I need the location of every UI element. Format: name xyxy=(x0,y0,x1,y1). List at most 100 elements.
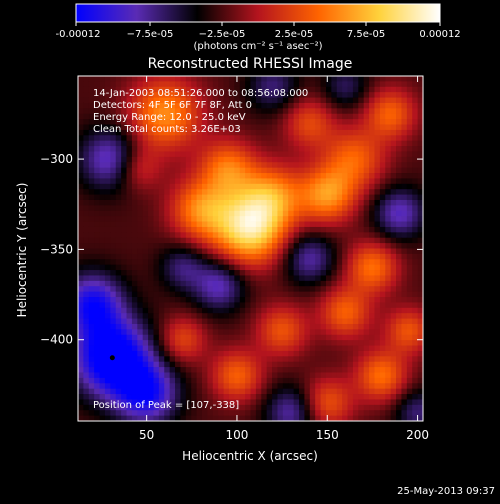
heatmap-cell xyxy=(272,350,278,357)
heatmap-cell xyxy=(234,194,241,201)
heatmap-cell xyxy=(131,199,138,206)
heatmap-cell xyxy=(180,92,187,98)
heatmap-cell xyxy=(153,323,160,330)
heatmap-cell xyxy=(212,210,219,217)
heatmap-cell xyxy=(261,329,268,336)
heatmap-cell xyxy=(390,108,397,115)
heatmap-cell xyxy=(277,259,284,266)
heatmap-cell xyxy=(412,286,419,293)
heatmap-cell xyxy=(158,76,165,82)
heatmap-cell xyxy=(131,97,138,104)
heatmap-cell xyxy=(412,399,419,406)
heatmap-cell xyxy=(164,210,171,217)
heatmap-cell xyxy=(223,173,230,179)
heatmap-cell xyxy=(385,237,392,244)
heatmap-cell xyxy=(347,361,354,368)
heatmap-cell xyxy=(196,286,203,293)
heatmap-cell xyxy=(261,199,268,206)
heatmap-cell xyxy=(417,394,424,400)
heatmap-cell xyxy=(78,124,84,131)
heatmap-cell xyxy=(374,399,381,406)
heatmap-cell xyxy=(218,81,224,88)
heatmap-cell xyxy=(401,323,408,330)
heatmap-cell xyxy=(175,394,181,400)
heatmap-cell xyxy=(218,264,224,271)
heatmap-cell xyxy=(148,102,154,109)
heatmap-cell xyxy=(180,76,187,82)
heatmap-cell xyxy=(131,307,138,314)
heatmap-cell xyxy=(99,167,106,174)
heatmap-cell xyxy=(255,189,262,195)
heatmap-cell xyxy=(110,291,117,298)
heatmap-cell xyxy=(239,173,246,179)
heatmap-cell xyxy=(250,259,257,266)
heatmap-cell xyxy=(207,243,214,249)
heatmap-cell xyxy=(379,146,386,152)
heatmap-cell xyxy=(239,237,246,244)
heatmap-cell xyxy=(288,280,295,287)
heatmap-cell xyxy=(185,221,192,228)
heatmap-cell xyxy=(315,415,321,422)
heatmap-cell xyxy=(228,129,235,136)
heatmap-cell xyxy=(272,340,278,346)
heatmap-cell xyxy=(78,388,84,395)
heatmap-cell xyxy=(137,108,144,115)
heatmap-cell xyxy=(379,173,386,179)
heatmap-cell xyxy=(266,248,273,255)
heatmap-cell xyxy=(320,280,327,287)
heatmap-cell xyxy=(104,323,111,330)
heatmap-cell xyxy=(406,167,413,174)
heatmap-cell xyxy=(406,178,413,185)
heatmap-cell xyxy=(315,92,321,98)
heatmap-cell xyxy=(88,259,95,266)
heatmap-cell xyxy=(288,81,295,88)
heatmap-cell xyxy=(223,318,230,325)
heatmap-cell xyxy=(175,291,181,298)
heatmap-cell xyxy=(336,334,343,341)
heatmap-cell xyxy=(379,140,386,147)
heatmap-cell xyxy=(325,81,332,88)
heatmap-cell xyxy=(250,399,257,406)
heatmap-cell xyxy=(282,345,289,352)
heatmap-cell xyxy=(99,259,106,266)
heatmap-cell xyxy=(185,124,192,131)
heatmap-cell xyxy=(78,129,84,136)
heatmap-cell xyxy=(126,253,133,260)
heatmap-cell xyxy=(228,189,235,195)
heatmap-cell xyxy=(158,340,165,346)
heatmap-cells xyxy=(78,76,424,422)
heatmap-cell xyxy=(148,189,154,195)
heatmap-cell xyxy=(374,226,381,233)
heatmap-cell xyxy=(261,377,268,384)
heatmap-cell xyxy=(342,275,348,282)
heatmap-cell xyxy=(406,264,413,271)
heatmap-cell xyxy=(223,113,230,120)
heatmap-cell xyxy=(401,135,408,142)
heatmap-cell xyxy=(369,345,375,352)
heatmap-cell xyxy=(379,221,386,228)
heatmap-cell xyxy=(369,334,375,341)
heatmap-cell xyxy=(315,280,321,287)
heatmap-cell xyxy=(201,167,208,174)
heatmap-cell xyxy=(304,86,311,93)
heatmap-cell xyxy=(379,275,386,282)
heatmap-cell xyxy=(304,102,311,109)
heatmap-cell xyxy=(175,334,181,341)
heatmap-cell xyxy=(352,119,359,125)
heatmap-cell xyxy=(331,205,338,212)
heatmap-cell xyxy=(223,394,230,400)
heatmap-cell xyxy=(142,81,149,88)
heatmap-cell xyxy=(104,183,111,190)
heatmap-cell xyxy=(153,275,160,282)
heatmap-cell xyxy=(261,194,268,201)
heatmap-cell xyxy=(390,205,397,212)
heatmap-cell xyxy=(126,275,133,282)
heatmap-cell xyxy=(78,226,84,233)
heatmap-cell xyxy=(417,199,424,206)
heatmap-cell xyxy=(336,221,343,228)
heatmap-cell xyxy=(363,232,370,239)
heatmap-cell xyxy=(250,124,257,131)
heatmap-cell xyxy=(148,415,154,422)
heatmap-cell xyxy=(358,221,365,228)
heatmap-cell xyxy=(164,286,171,293)
